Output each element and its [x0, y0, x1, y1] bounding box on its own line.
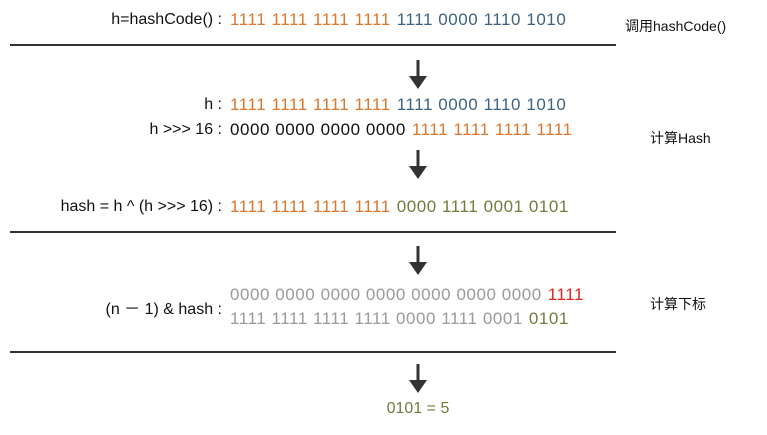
bit-row: 1111 1111 1111 1111 0000 1111 0001 0101	[230, 197, 569, 217]
step-label: hash = h ^ (h >>> 16) :	[60, 198, 222, 215]
bit-group: 0000 1111 0001 0101	[396, 197, 569, 216]
bit-row: 1111 1111 1111 1111 1111 0000 1110 1010	[230, 10, 566, 30]
step-note: 调用hashCode()	[625, 18, 727, 34]
bit-group: 1111 1111 1111 1111 0000 1111 0001	[230, 309, 523, 328]
bit-group: 0000 0000 0000 0000	[230, 120, 406, 139]
bit-row: 1111 1111 1111 1111 1111 0000 1110 1010	[230, 95, 566, 115]
bit-group: 1111 0000 1110 1010	[396, 10, 567, 29]
step-note: 计算下标	[650, 296, 706, 312]
step-label: h=hashCode() :	[111, 11, 222, 28]
bit-group: 1111	[547, 285, 585, 304]
divider	[10, 351, 616, 353]
bit-row: 1111 1111 1111 1111 0000 1111 0001 0101	[230, 309, 569, 329]
bit-row: 0000 0000 0000 0000 0000 0000 0000 1111	[230, 285, 584, 305]
step-label: h :	[204, 96, 222, 113]
divider	[10, 231, 616, 233]
bit-group: 0101	[528, 309, 569, 328]
bit-group: 0000 0000 0000 0000 0000 0000 0000	[230, 285, 542, 304]
bit-group: 1111 0000 1110 1010	[396, 95, 567, 114]
step-label: h >>> 16 :	[149, 121, 222, 138]
bit-group: 1111 1111 1111 1111	[230, 95, 391, 114]
bit-group: 1111 1111 1111 1111	[411, 120, 573, 139]
result: 0101 = 5	[386, 400, 450, 417]
bit-row: 0000 0000 0000 0000 1111 1111 1111 1111	[230, 120, 573, 140]
step-label: (n － 1) & hash :	[105, 301, 223, 318]
bit-group: 1111 1111 1111 1111	[230, 197, 391, 216]
step-note: 计算Hash	[650, 130, 711, 146]
divider	[10, 44, 616, 46]
bit-group: 1111 1111 1111 1111	[230, 10, 391, 29]
